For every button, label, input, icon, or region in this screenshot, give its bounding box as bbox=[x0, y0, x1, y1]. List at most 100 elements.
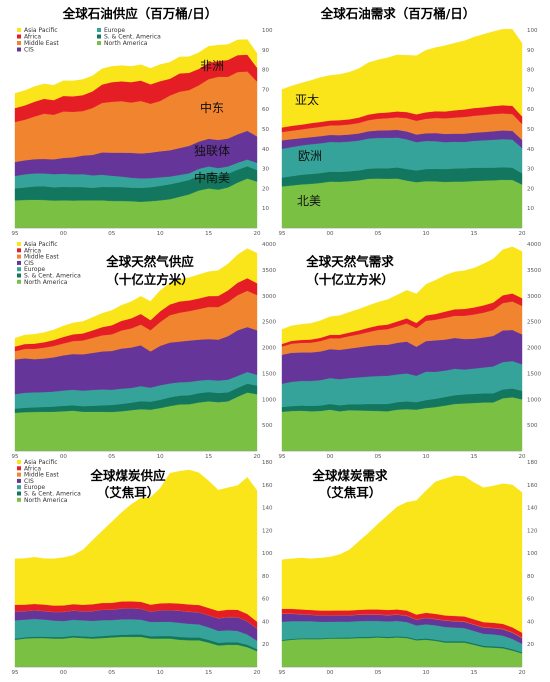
legend-entry: Europe bbox=[24, 484, 45, 491]
legend-entry: S. & Cent. America bbox=[24, 273, 81, 280]
x-tick-label: 00 bbox=[327, 231, 334, 237]
legend-swatch bbox=[17, 28, 21, 32]
x-tick-label: 05 bbox=[375, 231, 382, 237]
y-tick-label: 500 bbox=[262, 423, 273, 429]
chart-title: 全球天然气需求 bbox=[305, 254, 394, 269]
area-asia-pacific bbox=[281, 28, 523, 128]
y-tick-label: 30 bbox=[527, 167, 534, 173]
legend-entry: North America bbox=[24, 279, 68, 286]
legend-entry: Asia Pacific bbox=[24, 459, 58, 466]
chart-title: 全球煤炭需求 bbox=[311, 468, 388, 483]
chart-subtitle: （十亿立方米） bbox=[306, 272, 394, 287]
y-tick-label: 40 bbox=[527, 147, 534, 153]
y-tick-label: 180 bbox=[262, 460, 273, 466]
gas-demand-chart: 500 1000 1500 2000 2500 3000 3500 4000 95 00 05 10 1… bbox=[279, 242, 542, 460]
y-tick-label: 1000 bbox=[527, 397, 541, 403]
legend-entry: Europe bbox=[104, 27, 125, 34]
legend-entry: Middle East bbox=[24, 40, 59, 47]
x-tick-label: 95 bbox=[279, 670, 286, 676]
x-tick-label: 10 bbox=[157, 454, 164, 460]
y-tick-label: 50 bbox=[262, 127, 269, 133]
y-tick-label: 60 bbox=[262, 107, 269, 113]
legend-swatch bbox=[17, 485, 21, 490]
area-asia-pacific bbox=[281, 475, 523, 633]
y-tick-label: 90 bbox=[527, 48, 534, 54]
legend-swatch bbox=[17, 41, 21, 45]
y-tick-label: 40 bbox=[262, 147, 269, 153]
x-tick-label: 15 bbox=[205, 454, 212, 460]
chart-subtitle: （艾焦耳） bbox=[319, 485, 382, 500]
y-tick-label: 90 bbox=[262, 48, 269, 54]
x-tick-label: 00 bbox=[60, 231, 67, 237]
y-tick-label: 2000 bbox=[527, 346, 541, 352]
legend-entry: CIS bbox=[24, 260, 34, 267]
x-tick-label: 20 bbox=[519, 454, 526, 460]
y-tick-label: 80 bbox=[262, 68, 269, 74]
x-tick-label: 10 bbox=[423, 231, 430, 237]
y-tick-label: 100 bbox=[262, 28, 273, 34]
legend-swatch bbox=[17, 47, 21, 52]
legend-swatch bbox=[17, 248, 21, 253]
x-tick-label: 05 bbox=[108, 231, 115, 237]
y-tick-label: 20 bbox=[262, 186, 269, 192]
coal-demand-chart: 20 40 60 80 100 120 140 160 180 95 00 05 10 15 20 全球煤炭需… bbox=[279, 460, 538, 676]
y-tick-label: 2000 bbox=[262, 346, 276, 352]
oil-supply-chart: 10 20 30 40 50 60 70 80 90 100 95 00 05 10 15 20 全球石油供应（… bbox=[12, 6, 273, 237]
y-tick-label: 3000 bbox=[527, 294, 541, 300]
oil-demand-chart: 10 20 30 40 50 60 70 80 90 100 95 00 05 10 15 20 全球石油需求（… bbox=[279, 6, 538, 237]
coal-supply-chart: 20 40 60 80 100 120 140 160 180 95 00 05 10 15 20 全球煤炭供… bbox=[12, 459, 273, 676]
area-asia-pacific bbox=[14, 248, 258, 347]
x-tick-label: 20 bbox=[254, 670, 261, 676]
x-tick-label: 05 bbox=[108, 454, 115, 460]
chart-title: 全球石油供应（百万桶/日） bbox=[62, 6, 218, 21]
legend-swatch bbox=[17, 34, 21, 39]
legend-swatch bbox=[17, 472, 21, 477]
x-tick-label: 20 bbox=[519, 670, 526, 676]
y-tick-label: 80 bbox=[527, 574, 534, 580]
legend-entry: S. & Cent. America bbox=[24, 491, 81, 498]
legend-entry: Europe bbox=[24, 266, 45, 273]
legend-entry: S. & Cent. America bbox=[104, 34, 161, 41]
legend-swatch bbox=[97, 41, 101, 45]
x-tick-label: 20 bbox=[519, 231, 526, 237]
x-tick-label: 05 bbox=[375, 670, 382, 676]
y-tick-label: 180 bbox=[527, 460, 538, 466]
legend-entry: Africa bbox=[24, 34, 41, 41]
area-annotation: 非洲 bbox=[200, 59, 224, 73]
x-tick-label: 95 bbox=[279, 454, 286, 460]
x-tick-label: 95 bbox=[12, 454, 19, 460]
y-tick-label: 10 bbox=[527, 206, 534, 212]
chart-title: 全球煤炭供应 bbox=[89, 468, 166, 483]
y-tick-label: 120 bbox=[262, 528, 273, 534]
legend-swatch bbox=[17, 279, 21, 284]
x-tick-label: 20 bbox=[254, 231, 261, 237]
x-tick-label: 15 bbox=[471, 231, 478, 237]
area-annotation: 北美 bbox=[297, 194, 321, 208]
y-tick-label: 4000 bbox=[527, 242, 541, 248]
x-tick-label: 10 bbox=[157, 231, 164, 237]
y-tick-label: 120 bbox=[527, 528, 538, 534]
y-tick-label: 140 bbox=[262, 506, 273, 512]
y-tick-label: 20 bbox=[527, 642, 534, 648]
legend-swatch bbox=[17, 478, 21, 483]
y-tick-label: 60 bbox=[527, 597, 534, 603]
legend-entry: Middle East bbox=[24, 472, 59, 479]
legend-swatch bbox=[17, 242, 21, 246]
x-tick-label: 10 bbox=[423, 670, 430, 676]
y-tick-label: 2500 bbox=[527, 320, 541, 326]
y-tick-label: 140 bbox=[527, 506, 538, 512]
legend-swatch bbox=[17, 466, 21, 471]
y-tick-label: 70 bbox=[262, 87, 269, 93]
y-tick-label: 2500 bbox=[262, 320, 276, 326]
legend-swatch bbox=[17, 497, 21, 502]
y-tick-label: 1500 bbox=[527, 371, 541, 377]
y-tick-label: 20 bbox=[262, 642, 269, 648]
chart-subtitle: （艾焦耳） bbox=[97, 485, 160, 500]
legend-entry: Africa bbox=[24, 247, 41, 254]
y-tick-label: 1500 bbox=[262, 371, 276, 377]
x-tick-label: 00 bbox=[60, 670, 67, 676]
x-tick-label: 15 bbox=[205, 231, 212, 237]
